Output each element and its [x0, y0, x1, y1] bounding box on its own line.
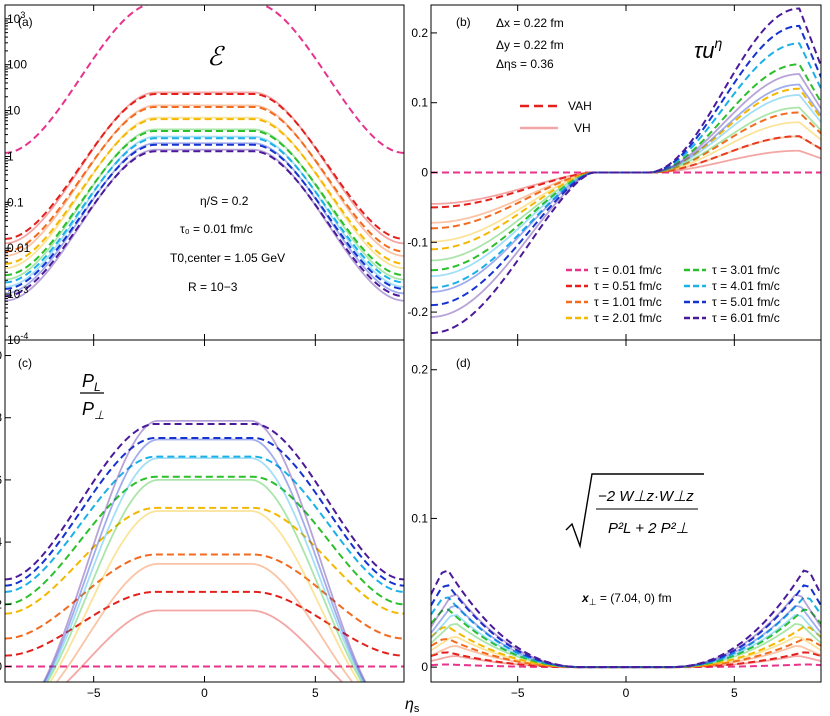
svg-text:P⊥: P⊥ [82, 399, 104, 422]
y-tick-label: 10 [7, 104, 21, 118]
energy-vh-curve [5, 135, 404, 288]
pressure-ratio-vah-curve [5, 455, 404, 593]
energy-vah-curve [5, 5, 404, 154]
pressure-ratio-vah-curve [5, 436, 404, 587]
panel-d-formula: −2 W⊥z·W⊥z P²L + 2 P²⊥ [565, 473, 704, 549]
shear-vah-curve [431, 569, 821, 669]
legend-tau-label: τ = 5.01 fm/c [712, 295, 780, 309]
x-tick-label: 0 [201, 686, 208, 700]
x-tick-label: 0 [623, 686, 630, 700]
shear-vah-curve [431, 663, 821, 669]
pressure-ratio-vh-curve [43, 438, 366, 682]
position-label: x⊥ = (7.04, 0) fm [581, 591, 672, 607]
energy-vh-curve [5, 128, 404, 281]
panel-d-tag: (d) [456, 356, 471, 370]
y-tick-label: 0.2 [0, 597, 2, 611]
t0-center-label: T0,center = 1.05 GeV [170, 251, 285, 265]
energy-vah-curve [5, 92, 404, 240]
energy-vh-curve [5, 142, 404, 295]
energy-vh-curve [5, 91, 404, 245]
legend-tau-label: τ = 0.01 fm/c [594, 263, 662, 277]
pressure-ratio-vh-curve [55, 562, 354, 682]
pressure-ratio-vah-curve [5, 553, 404, 640]
x-tick-label: 5 [312, 686, 319, 700]
flow-vah-curve [431, 111, 821, 230]
legend-tau-label: τ = 6.01 fm/c [712, 311, 780, 325]
legend-vah-label: VAH [568, 99, 592, 113]
energy-vh-curve [5, 104, 404, 257]
legend-tau-label: τ = 1.01 fm/c [594, 295, 662, 309]
flow-vah-curve [431, 7, 821, 335]
svg-text:PL: PL [82, 371, 101, 394]
legend-vh-label: VH [574, 121, 591, 135]
pressure-ratio-vh-curve [65, 609, 344, 682]
y-tick-label: 0.2 [411, 26, 428, 40]
svg-text:P²L + 2 P²⊥: P²L + 2 P²⊥ [608, 520, 689, 537]
y-tick-label: 100 [7, 58, 27, 72]
dy-label: Δy = 0.22 fm [496, 38, 564, 52]
pressure-ratio-vh-curve [42, 419, 367, 682]
panel-b-title: τuη [694, 35, 722, 63]
pressure-ratio-vh-curve [46, 479, 363, 682]
y-tick-label: 103 [7, 10, 25, 26]
shear-vah-curve [431, 608, 821, 669]
y-tick-label: 0.4 [0, 535, 2, 549]
legend-tau-label: τ = 0.51 fm/c [594, 279, 662, 293]
dx-label: Δx = 0.22 fm [496, 16, 564, 30]
energy-vh-curve [5, 116, 404, 270]
pressure-ratio-vh-curve [49, 510, 360, 682]
shear-vah-curve [431, 651, 821, 669]
y-tick-label: 0.1 [411, 511, 428, 525]
svg-text:−2 W⊥z·W⊥z: −2 W⊥z·W⊥z [598, 488, 694, 505]
legend-tau-label: τ = 2.01 fm/c [594, 311, 662, 325]
tau-legend: τ = 0.01 fm/c τ = 0.51 fm/c τ = 1.01 fm/c τ… [566, 263, 780, 325]
energy-vah-curve [5, 137, 404, 284]
y-tick-label: -0.1 [407, 235, 428, 249]
x-tick-label: −5 [511, 686, 525, 700]
y-tick-label: 0 [421, 660, 428, 674]
energy-vh-curve [5, 148, 404, 302]
energy-vah-curve [5, 118, 404, 265]
panel-b-tag: (b) [456, 15, 471, 29]
legend-tau-label: τ = 4.01 fm/c [712, 279, 780, 293]
y-tick-label: 10-3 [7, 285, 28, 301]
x-tick-label: −5 [87, 686, 101, 700]
legend-tau-label: τ = 3.01 fm/c [712, 263, 780, 277]
r-label: R = 10−3 [188, 280, 238, 294]
pressure-ratio-vh-curve [44, 457, 365, 682]
y-tick-label: 0 [0, 659, 2, 673]
energy-vah-curve [5, 150, 404, 298]
x-axis-label: ηs [405, 696, 420, 715]
panel-c-title: PL P⊥ [80, 371, 104, 422]
y-tick-label: -0.2 [407, 305, 428, 319]
y-tick-label: 1 [7, 149, 14, 163]
panel-a-tag: (a) [18, 15, 33, 29]
y-tick-label: 0.01 [7, 241, 31, 255]
x-tick-label: 5 [731, 686, 738, 700]
y-tick-label: 0.8 [0, 411, 2, 425]
pressure-ratio-vah-curve [5, 506, 404, 615]
y-tick-label: 0.1 [7, 195, 24, 209]
panel-c-tag: (c) [18, 356, 32, 370]
y-tick-label: 0.2 [411, 363, 428, 377]
energy-vah-curve [5, 143, 404, 290]
y-tick-label: 10-4 [7, 331, 28, 347]
tau0-label: τ₀ = 0.01 fm/c [180, 222, 253, 236]
deta-label: Δηs = 0.36 [496, 57, 554, 71]
y-tick-label: 0.1 [411, 96, 428, 110]
energy-vah-curve [5, 129, 404, 277]
energy-vah-curve [5, 105, 404, 253]
y-tick-label: 1.0 [0, 349, 2, 363]
eta-over-s-label: η/S = 0.2 [200, 194, 249, 208]
pressure-ratio-vah-curve [5, 590, 404, 657]
panel-a-title: ℰ [207, 41, 225, 71]
y-tick-label: 0 [421, 166, 428, 180]
y-tick-label: 0.6 [0, 473, 2, 487]
